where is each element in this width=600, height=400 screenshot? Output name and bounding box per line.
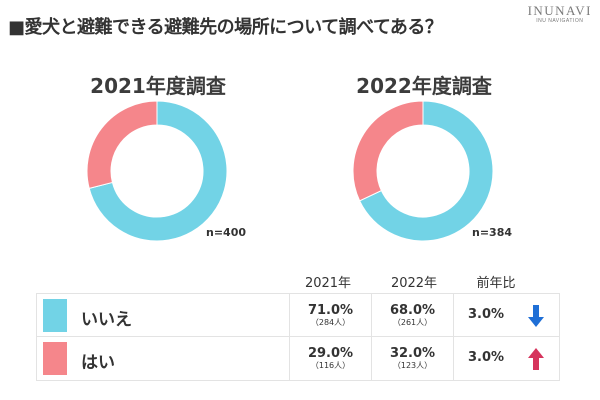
- cell-no-yoy: 3.0%: [453, 294, 559, 337]
- logo-sub-text: INU NAVIGATION: [536, 18, 584, 24]
- donut-slice-no-1: [358, 100, 494, 242]
- donut-slice-yes-1: [352, 100, 424, 202]
- inunavi-logo: INUNAVI INU NAVIGATION: [527, 3, 592, 25]
- cell-no-2021: 71.0% （284人）: [289, 294, 371, 337]
- percent-no-2022: 68.0%: [389, 303, 436, 318]
- donut-chart-2022: [352, 100, 494, 242]
- legend-swatch-no: [43, 299, 67, 332]
- table-header-yoy: 前年比: [476, 276, 516, 291]
- count-no-2021: （284人）: [310, 318, 351, 327]
- donut-slice-yes-0: [86, 100, 158, 190]
- percent-yes-2021: 29.0%: [307, 346, 354, 361]
- percent-yes-2022: 32.0%: [389, 346, 436, 361]
- cell-no-2022: 68.0% （261人）: [371, 294, 453, 337]
- cell-yes-yoy: 3.0%: [453, 337, 559, 380]
- chart-title-2022: 2022年度調査: [356, 74, 492, 98]
- arrow-up-icon: [528, 348, 544, 370]
- arrow-down-icon: [528, 305, 544, 327]
- count-yes-2021: （116人）: [310, 361, 351, 370]
- table-header-2022: 2022年: [390, 276, 438, 291]
- cell-yes-2022: 32.0% （123人）: [371, 337, 453, 380]
- yoy-yes: 3.0%: [468, 350, 505, 365]
- cell-yes-2021: 29.0% （116人）: [289, 337, 371, 380]
- count-no-2022: （261人）: [392, 318, 433, 327]
- logo-main-text: INUNAVI: [527, 3, 592, 18]
- donut-slice-no-0: [88, 100, 228, 242]
- row-label-yes: はい: [81, 353, 115, 373]
- donut-chart-2021: [86, 100, 228, 242]
- sample-size-2021: n=400: [206, 226, 247, 239]
- table-row-yes: はい 29.0% （116人） 32.0% （123人） 3.0%: [37, 337, 559, 380]
- table-row-no: いいえ 71.0% （284人） 68.0% （261人） 3.0%: [37, 294, 559, 337]
- results-table: いいえ 71.0% （284人） 68.0% （261人） 3.0% はい 29…: [36, 293, 560, 381]
- legend-swatch-yes: [43, 342, 67, 375]
- percent-no-2021: 71.0%: [307, 303, 354, 318]
- page-title: ■愛犬と避難できる避難先の場所について調べてある？: [8, 17, 443, 38]
- count-yes-2022: （123人）: [392, 361, 433, 370]
- yoy-no: 3.0%: [468, 307, 505, 322]
- sample-size-2022: n=384: [472, 226, 513, 239]
- chart-title-2021: 2021年度調査: [90, 74, 226, 98]
- row-label-no: いいえ: [81, 310, 132, 330]
- table-header-2021: 2021年: [304, 276, 352, 291]
